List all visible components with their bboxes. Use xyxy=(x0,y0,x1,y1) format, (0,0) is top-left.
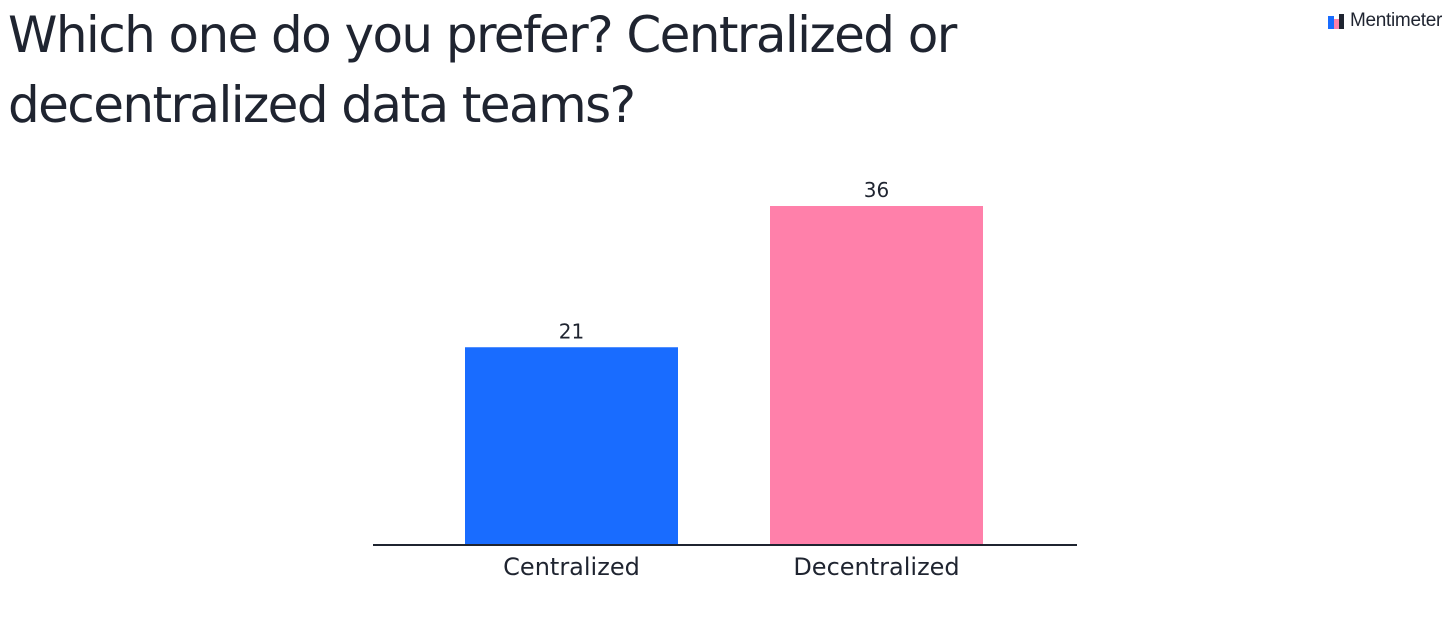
brand-name: Mentimeter xyxy=(1349,10,1442,31)
bars: 21 Centralized 36 Decentralized xyxy=(465,178,983,581)
brand: Mentimeter xyxy=(1327,10,1442,32)
bar-value-label-decentralized: 36 xyxy=(864,178,889,202)
category-label-centralized: Centralized xyxy=(503,553,640,581)
mentimeter-logo-icon xyxy=(1327,14,1344,29)
category-label-decentralized: Decentralized xyxy=(793,553,959,581)
question-title: Which one do you prefer? Centralized or … xyxy=(8,6,957,134)
bar-centralized xyxy=(465,347,678,545)
bar-decentralized xyxy=(770,206,983,545)
bar-value-label-centralized: 21 xyxy=(559,319,584,343)
